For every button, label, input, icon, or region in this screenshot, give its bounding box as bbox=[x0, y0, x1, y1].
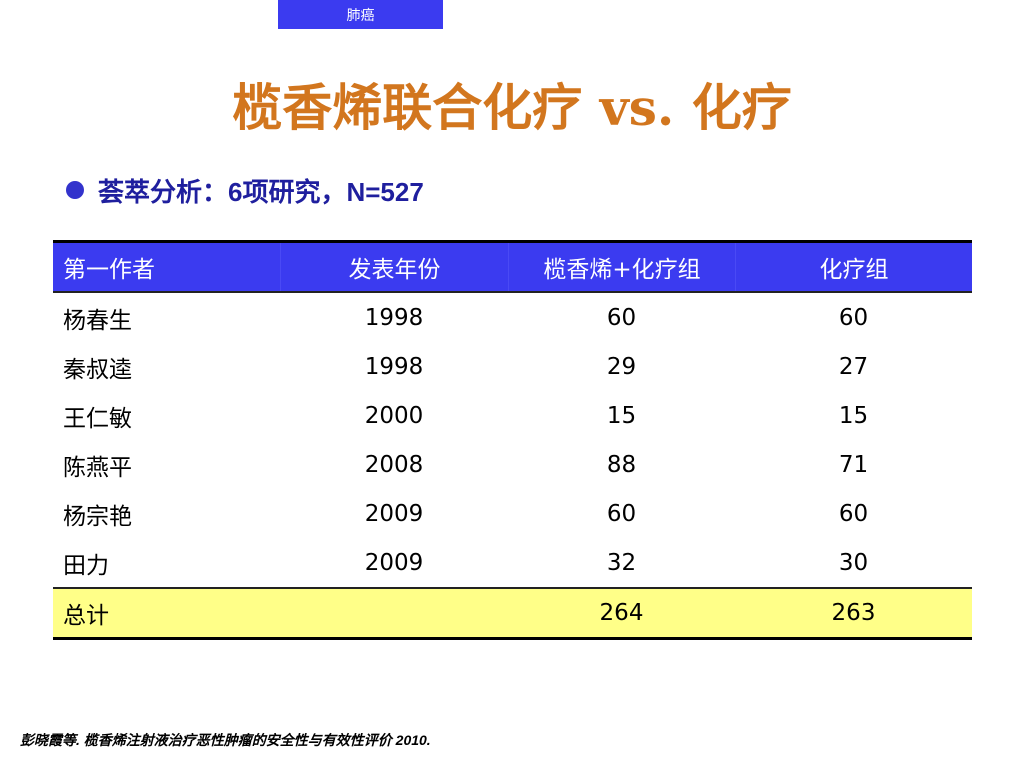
table-header-row: 第一作者 发表年份 榄香烯+化疗组 化疗组 bbox=[53, 243, 972, 293]
cell-elemene-group: 60 bbox=[606, 500, 637, 527]
header-chemo-group: 化疗组 bbox=[735, 243, 972, 291]
cell-chemo-group: 30 bbox=[838, 549, 869, 576]
cell-elemene-group: 15 bbox=[606, 402, 637, 429]
cell-chemo-group: 15 bbox=[838, 402, 869, 429]
bullet-dot-icon bbox=[66, 181, 84, 199]
cell-chemo-group: 60 bbox=[838, 500, 869, 527]
table-row: 田力 2009 32 30 bbox=[53, 538, 972, 587]
cell-year: 1998 bbox=[364, 353, 424, 380]
citation-footer: 彭晓霞等. 榄香烯注射液治疗恶性肿瘤的安全性与有效性评价 2010. bbox=[20, 732, 431, 748]
bullet-text: 荟萃分析：6项研究，N=527 bbox=[98, 176, 424, 207]
table-total-row: 总计 264 263 bbox=[53, 587, 972, 637]
table-row: 杨春生 1998 60 60 bbox=[53, 293, 972, 342]
cell-year: 2000 bbox=[364, 402, 424, 429]
cell-author: 杨春生 bbox=[63, 307, 132, 334]
total-elemene-group: 264 bbox=[599, 600, 644, 626]
cell-year: 1998 bbox=[364, 304, 424, 331]
slide-title: 榄香烯联合化疗 vs. 化疗 bbox=[232, 78, 792, 137]
header-elemene-group: 榄香烯+化疗组 bbox=[508, 243, 735, 291]
cell-author: 杨宗艳 bbox=[63, 503, 132, 530]
total-year-empty bbox=[280, 589, 508, 637]
cell-elemene-group: 60 bbox=[606, 304, 637, 331]
cell-elemene-group: 32 bbox=[606, 549, 637, 576]
table-row: 陈燕平 2008 88 71 bbox=[53, 440, 972, 489]
total-chemo-group: 263 bbox=[831, 600, 876, 626]
bullet-point: 荟萃分析：6项研究，N=527 bbox=[66, 170, 424, 210]
topic-tag: 肺癌 bbox=[278, 0, 443, 29]
cell-chemo-group: 60 bbox=[838, 304, 869, 331]
table-row: 杨宗艳 2009 60 60 bbox=[53, 489, 972, 538]
cell-elemene-group: 29 bbox=[606, 353, 637, 380]
cell-author: 秦叔逵 bbox=[63, 356, 132, 383]
cell-year: 2009 bbox=[364, 549, 424, 576]
total-label: 总计 bbox=[63, 603, 109, 629]
study-table: 第一作者 发表年份 榄香烯+化疗组 化疗组 杨春生 1998 60 60 秦叔逵… bbox=[53, 240, 972, 640]
cell-author: 田力 bbox=[63, 552, 109, 579]
table-row: 王仁敏 2000 15 15 bbox=[53, 391, 972, 440]
cell-year: 2008 bbox=[364, 451, 424, 478]
cell-author: 王仁敏 bbox=[63, 405, 132, 432]
header-author: 第一作者 bbox=[63, 257, 155, 283]
cell-author: 陈燕平 bbox=[63, 454, 132, 481]
cell-year: 2009 bbox=[364, 500, 424, 527]
cell-elemene-group: 88 bbox=[606, 451, 637, 478]
table-row: 秦叔逵 1998 29 27 bbox=[53, 342, 972, 391]
header-year: 发表年份 bbox=[280, 243, 508, 291]
cell-chemo-group: 71 bbox=[838, 451, 869, 478]
cell-chemo-group: 27 bbox=[838, 353, 869, 380]
